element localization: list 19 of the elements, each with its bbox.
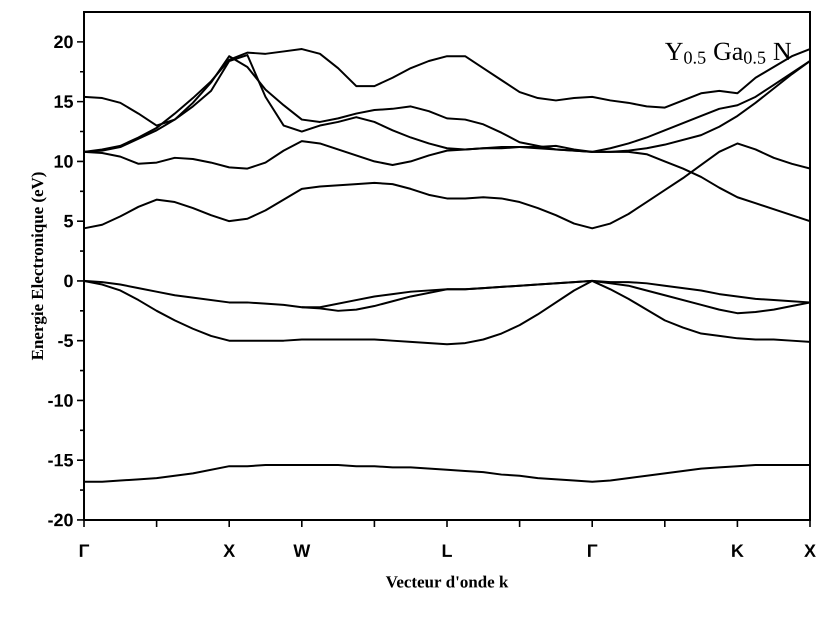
x-tick-label: Γ — [80, 544, 90, 557]
y-axis-title: Energie Electronique (eV) — [31, 172, 47, 360]
y-tick-label: 0 — [64, 274, 73, 288]
annotation: Y$_{0.5}$ Ga$_{0.5}$ N — [665, 42, 792, 64]
x-tick-label: L — [442, 544, 452, 557]
x-tick-label: X — [804, 544, 816, 557]
y-tick-label: 10 — [54, 155, 73, 168]
x-tick-label: K — [732, 544, 744, 557]
y-tick-label: -5 — [58, 334, 73, 347]
y-tick-label: 20 — [54, 36, 73, 48]
x-tick-label: W — [293, 544, 310, 557]
x-tick-label: Γ — [588, 544, 598, 557]
y-tick-label: -10 — [48, 394, 73, 407]
y-tick-label: -15 — [48, 454, 73, 466]
y-tick-label: -20 — [48, 514, 73, 526]
x-axis-title: Vecteur d'onde k — [386, 576, 508, 588]
x-tick-label: X — [223, 544, 236, 557]
y-tick-label: 15 — [54, 95, 73, 108]
y-tick-label: 5 — [64, 214, 73, 228]
